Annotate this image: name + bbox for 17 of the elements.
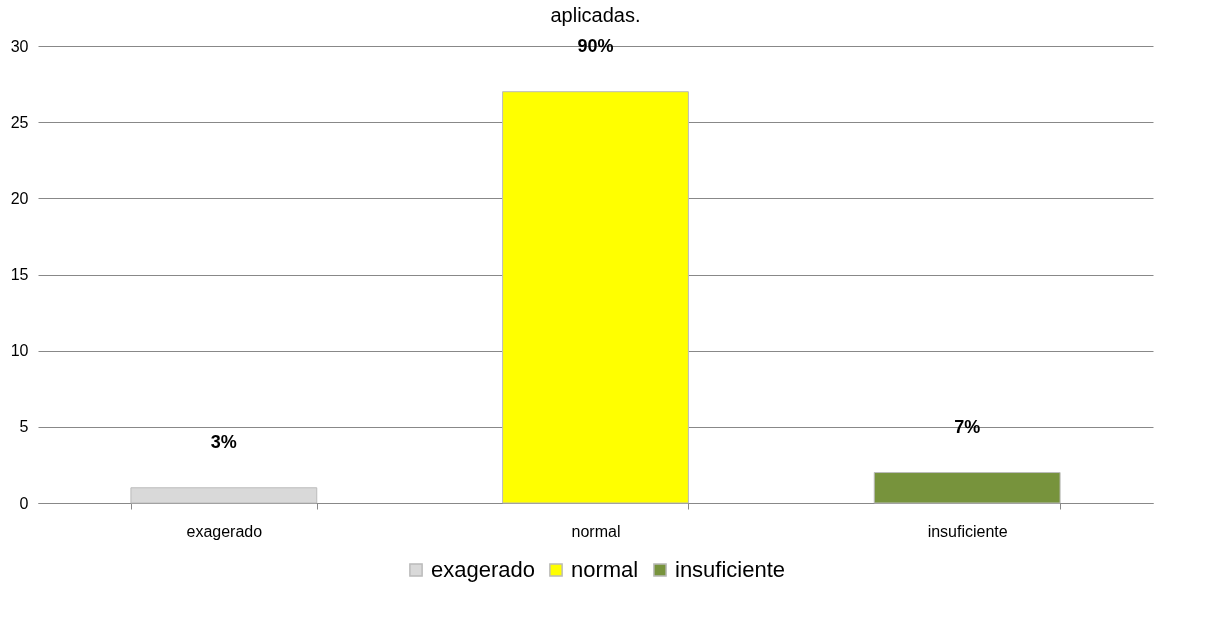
y-tick-label: 15 [10,266,29,283]
legend-label: exagerado [431,557,535,582]
annotation: 7% [954,416,981,437]
y-tick-label: 25 [10,113,29,131]
legend-label: normal [571,557,639,582]
annotation: 3% [210,431,237,452]
chart-title: aplicadas. [550,3,641,26]
y-tick-label: 5 [19,418,29,436]
y-tick-label: 30 [10,37,29,55]
y-tick-label: 20 [10,189,29,207]
y-tick-label: 0 [19,494,29,512]
annotation: 90% [577,35,614,56]
x-tick-label: insuficiente [927,522,1008,540]
x-tick-label: exagerado [186,522,263,540]
y-tick-label: 10 [10,342,29,360]
x-tick-label: normal [571,522,621,540]
legend-label: insuficiente [675,557,786,582]
